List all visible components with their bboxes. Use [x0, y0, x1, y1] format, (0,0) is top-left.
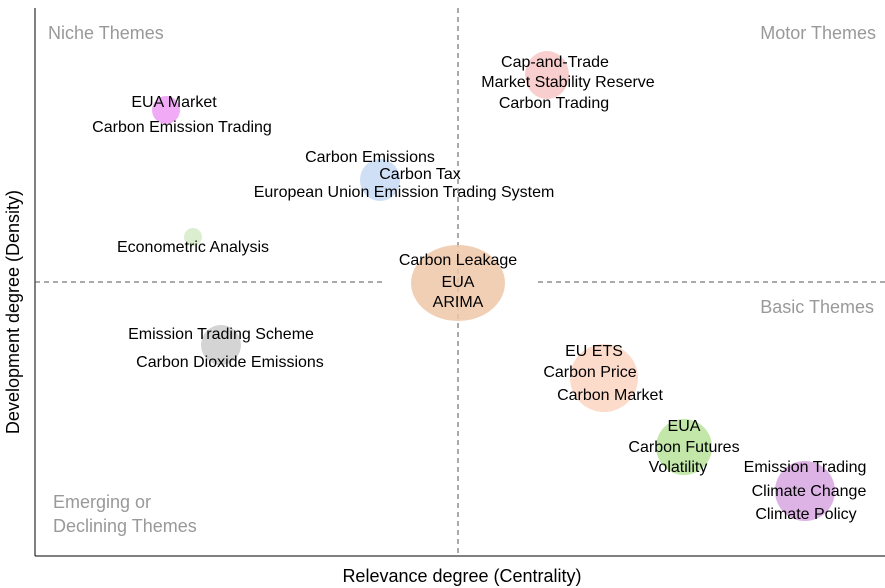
node-label: ARIMA — [433, 294, 484, 311]
node-label: European Union Emission Trading System — [254, 184, 555, 201]
bubble — [775, 461, 835, 521]
bubble — [360, 159, 400, 201]
y-axis-title: Development degree (Density) — [3, 190, 23, 434]
node-label: Carbon Futures — [628, 439, 739, 456]
node-label: Carbon Emissions — [305, 149, 435, 166]
labels: EUA Market Carbon Emission Trading Cap-and… — [92, 54, 866, 523]
x-axis-title: Relevance degree (Centrality) — [342, 566, 581, 586]
bubble — [570, 344, 638, 412]
node-label: Carbon Leakage — [399, 252, 517, 269]
bubble — [184, 228, 202, 246]
quadrant-label: Emerging or — [53, 492, 151, 512]
node-label: Carbon Trading — [499, 95, 609, 112]
node-label: EUA Market — [131, 94, 217, 111]
quadrant-label: Niche Themes — [48, 23, 164, 43]
bubble — [201, 325, 241, 365]
node-label: Carbon Market — [557, 387, 663, 404]
bubble — [525, 51, 569, 99]
node-label: Carbon Dioxide Emissions — [136, 354, 324, 371]
bubbles — [152, 51, 835, 521]
node-label: EU ETS — [565, 343, 623, 360]
node-label: Cap-and-Trade — [501, 54, 609, 71]
quadrant-label: Declining Themes — [53, 516, 197, 536]
node-label: EUA — [442, 274, 475, 291]
bubble — [411, 245, 505, 321]
node-label: Market Stability Reserve — [481, 74, 654, 91]
bubble — [656, 419, 712, 475]
bubble — [152, 96, 180, 124]
node-label: Climate Change — [752, 483, 867, 500]
node-label: Carbon Emission Trading — [92, 119, 272, 136]
quadrant-label: Basic Themes — [760, 297, 874, 317]
node-label: Emission Trading Scheme — [128, 326, 314, 343]
node-label: Emission Trading — [744, 459, 867, 476]
quadrant-label: Motor Themes — [760, 23, 876, 43]
node-label: Econometric Analysis — [117, 239, 269, 256]
node-label: Carbon Price — [543, 364, 636, 381]
node-label: Carbon Tax — [379, 166, 461, 183]
node-label: Climate Policy — [755, 506, 856, 523]
node-label: EUA — [668, 418, 701, 435]
node-label: Volatility — [649, 459, 708, 476]
